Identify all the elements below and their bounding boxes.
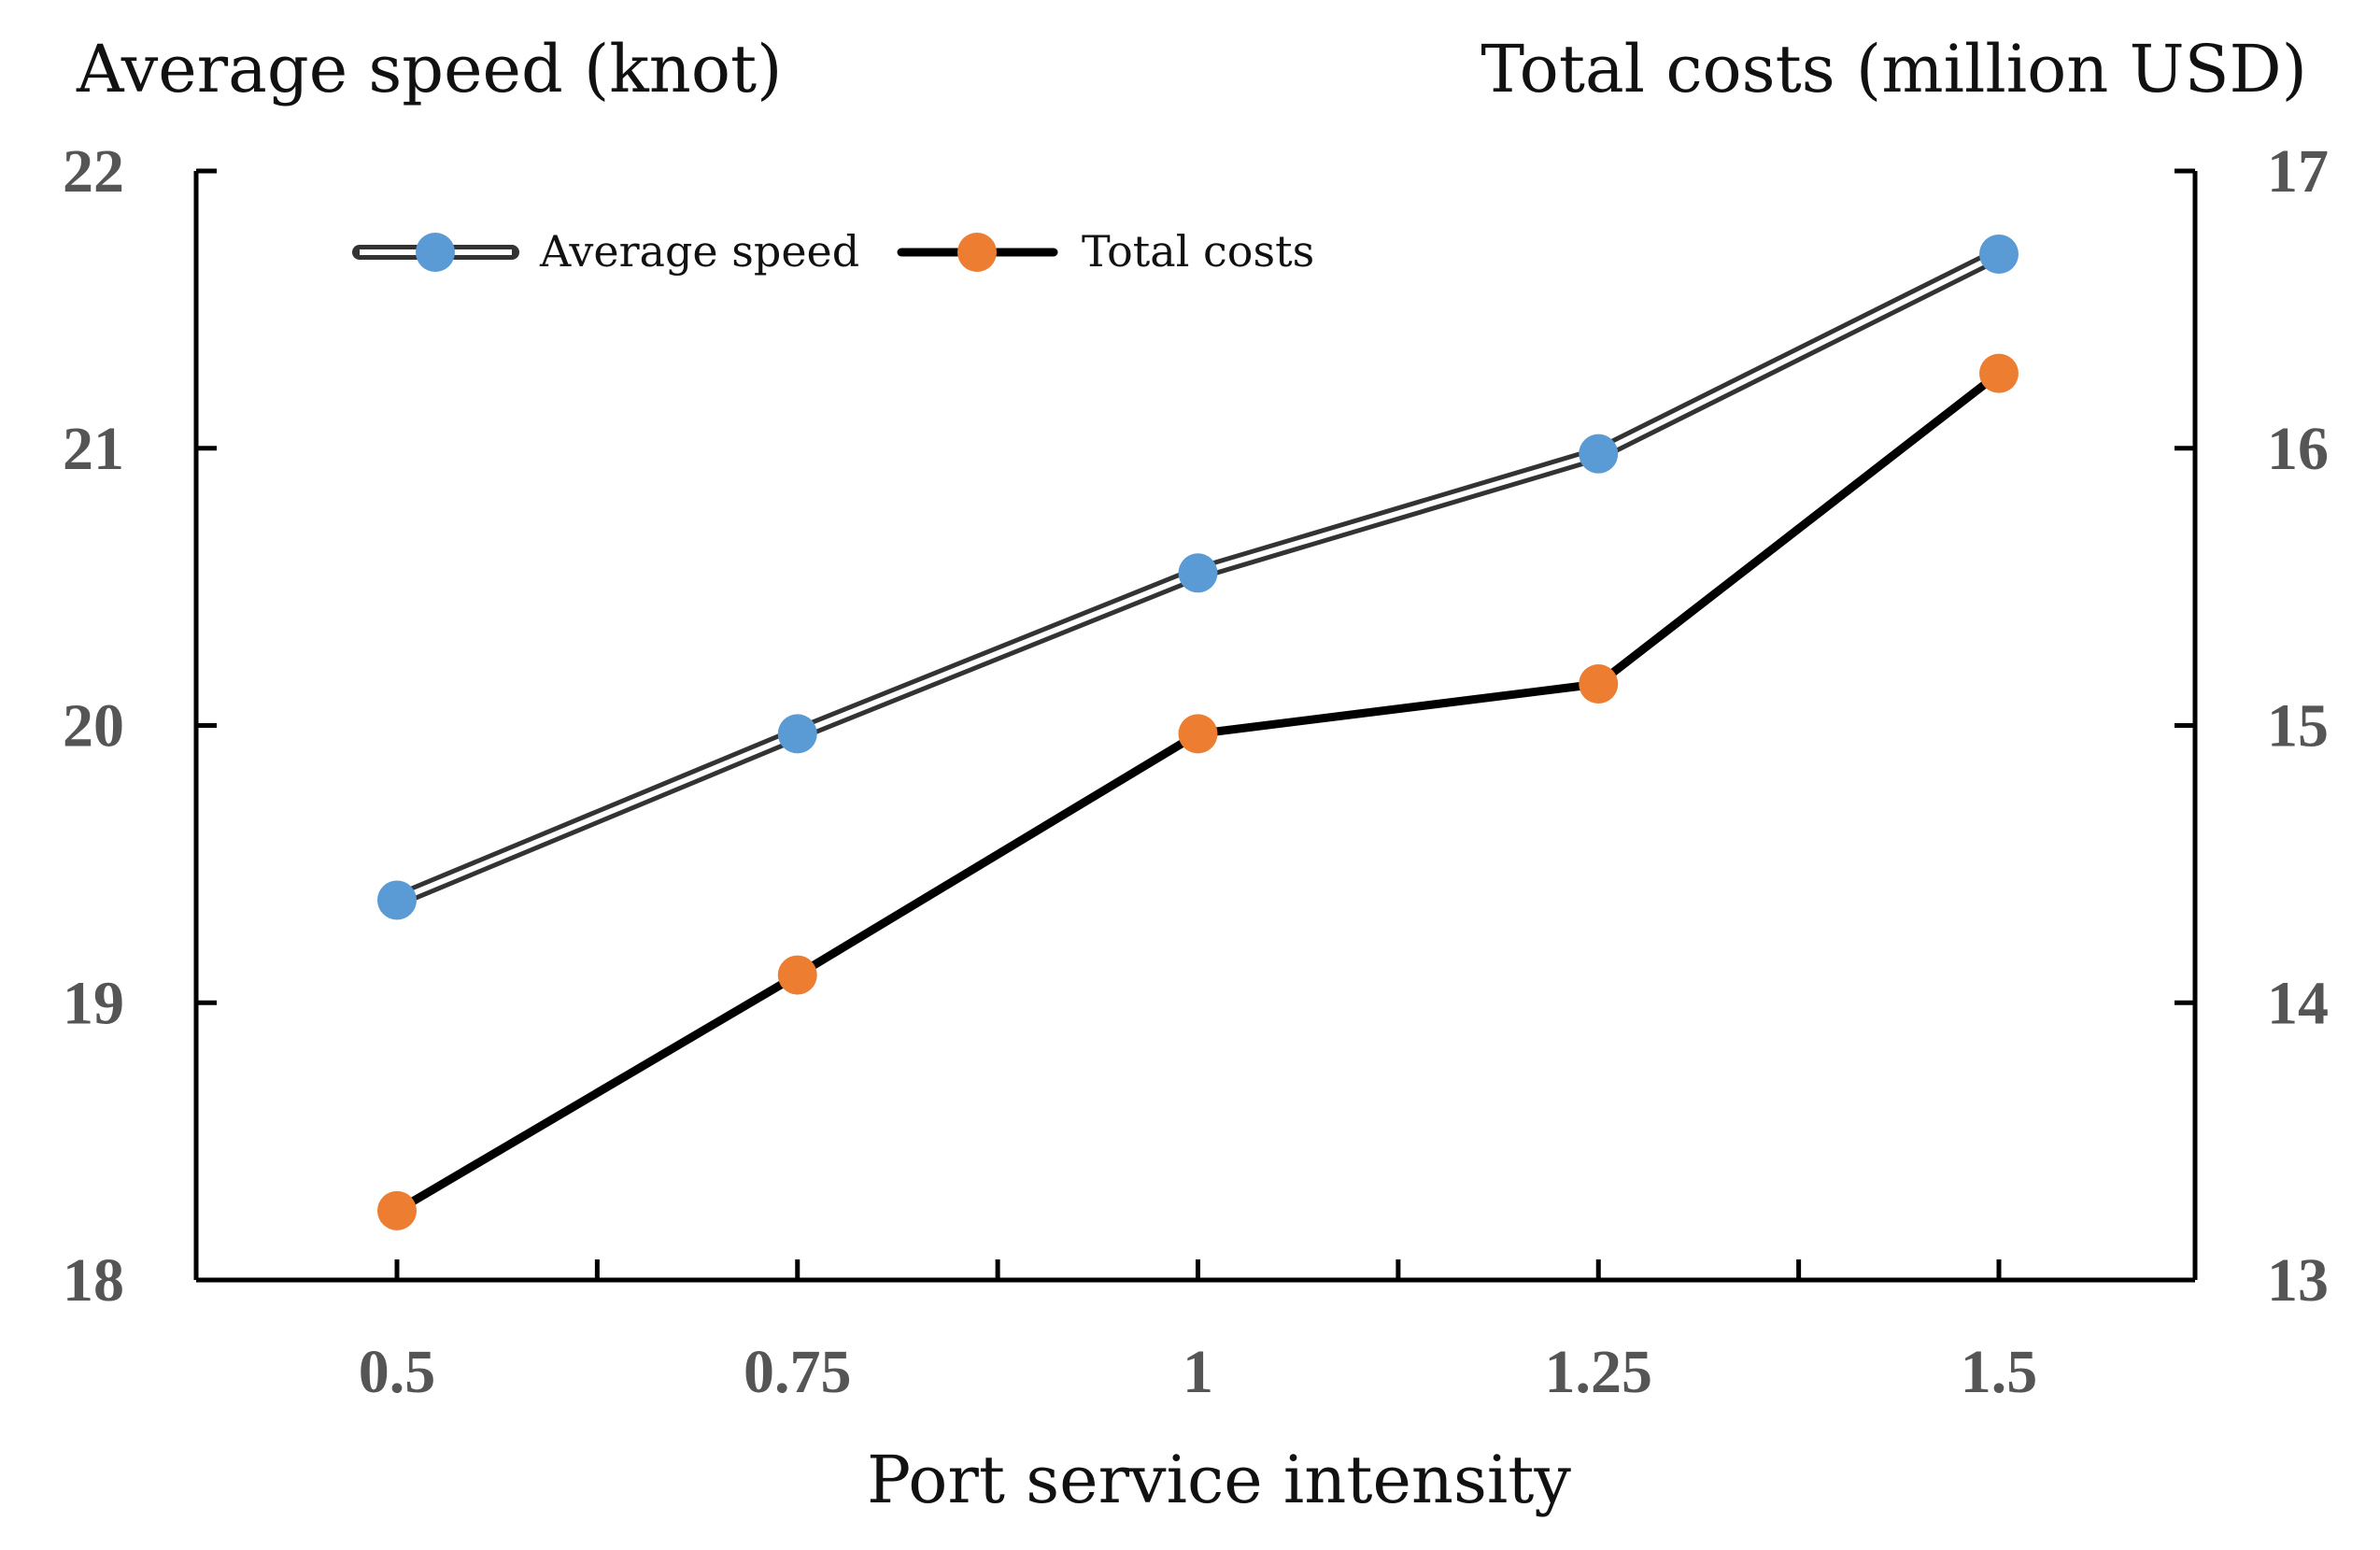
- left-axis-title: Average speed (knot): [76, 31, 782, 107]
- left-y-tick-label: 20: [63, 692, 124, 761]
- right-y-tick-label: 14: [2267, 969, 2329, 1037]
- left-y-tick-label: 22: [63, 137, 124, 206]
- right-y-tick-label: 13: [2267, 1246, 2329, 1315]
- right-axis-title: Total costs (million USD): [1480, 31, 2307, 107]
- ticks: 18 19 20 21 22 13 14 15 16 17 0.5 0.75 1 1.25 1.5: [63, 137, 2329, 1406]
- x-tick-label: 0.5: [359, 1338, 436, 1406]
- series-markers: [377, 235, 2019, 1230]
- data-point-total-costs: [777, 955, 817, 995]
- data-point-total-costs: [377, 1190, 417, 1230]
- x-tick-label: 1.5: [1961, 1338, 2038, 1406]
- left-y-tick-label: 18: [63, 1246, 124, 1315]
- data-point-total-costs: [1979, 353, 2019, 393]
- left-y-tick-label: 21: [63, 415, 124, 483]
- right-y-tick-label: 17: [2267, 137, 2329, 206]
- data-point-average-speed: [1579, 434, 1619, 474]
- right-y-tick-label: 16: [2267, 415, 2329, 483]
- series-line-total-costs: [392, 369, 2004, 1216]
- legend-marker-total-costs: [957, 233, 997, 272]
- legend: Average speed Total costs: [352, 226, 1314, 277]
- data-point-average-speed: [1979, 235, 2019, 275]
- data-point-total-costs: [1579, 663, 1619, 704]
- x-tick-label: 0.75: [744, 1338, 852, 1406]
- x-tick-label: 1.25: [1545, 1338, 1653, 1406]
- legend-label-total-costs: Total costs: [1082, 226, 1314, 277]
- x-tick-label: 1: [1183, 1338, 1213, 1406]
- data-point-average-speed: [1178, 553, 1218, 593]
- data-point-average-speed: [377, 880, 417, 920]
- legend-marker-average-speed: [416, 233, 455, 272]
- data-point-average-speed: [777, 714, 817, 754]
- left-y-tick-label: 19: [63, 969, 124, 1037]
- data-point-total-costs: [1178, 714, 1218, 754]
- right-y-tick-label: 15: [2267, 692, 2329, 761]
- x-axis-title: Port service intensity: [867, 1442, 1571, 1518]
- legend-label-average-speed: Average speed: [539, 226, 859, 277]
